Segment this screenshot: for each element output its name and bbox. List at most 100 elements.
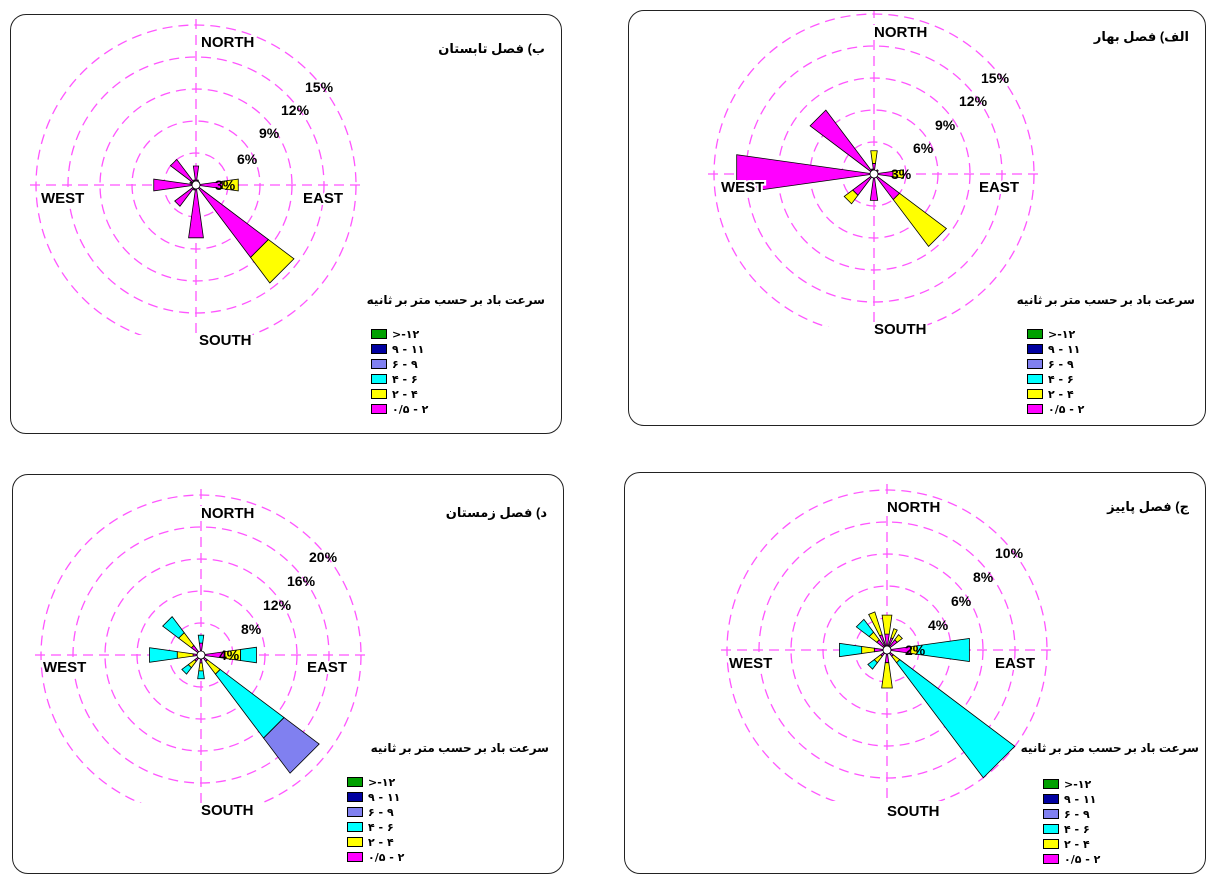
rose-center: [869, 169, 879, 179]
legend-label: ۴ - ۶: [392, 373, 418, 386]
direction-west: WEST: [41, 190, 84, 207]
direction-west-halo: WEST: [721, 179, 764, 196]
petals-autumn: [839, 611, 1016, 779]
petal-segment: [868, 611, 883, 637]
petal-segment: [197, 670, 205, 680]
petal-segment: [176, 651, 194, 659]
direction-north-halo: NORTH: [201, 34, 254, 51]
petal-segment: [240, 646, 257, 664]
rose-center: [191, 180, 201, 190]
direction-north: NORTH: [201, 505, 254, 522]
legend-label: ۹ - ۱۱: [1064, 793, 1097, 806]
wind-rose-panel-spring: 3% 6% 9% 12% 15% NORTH NORTH SOUTH SOUTH EAST EAST…: [628, 10, 1206, 426]
legend-swatch: [1043, 839, 1059, 849]
petal-segment: [867, 659, 878, 670]
legend-swatch: [1043, 854, 1059, 864]
petal-segment: [896, 659, 1016, 779]
ring-label: 3%: [215, 177, 236, 193]
petal-segment: [881, 614, 893, 635]
rose-center: [196, 650, 206, 660]
wind-rose-panel-autumn: 2% 4% 6% 8% 10% NORTH NORTH SOUTH SOUTH EAST EAST W…: [624, 472, 1206, 874]
legend-title-autumn: سرعت باد بر حسب متر بر ثانیه: [1020, 741, 1199, 755]
legend-label: ۰/۵ - ۲: [1048, 403, 1085, 416]
direction-east: EAST: [307, 659, 347, 676]
direction-north: NORTH: [887, 499, 940, 516]
legend-title-summer: سرعت باد بر حسب متر بر ثانیه: [366, 293, 545, 307]
legend-label: ۲ - ۴: [1048, 388, 1074, 401]
legend-swatch: [347, 807, 363, 817]
petal-segment: [181, 664, 192, 675]
petal-segment: [222, 178, 239, 192]
petal-segment: [192, 165, 200, 186]
petal-segment: [162, 616, 185, 639]
legend-swatch: [371, 404, 387, 414]
ring-label: 2%: [905, 642, 926, 658]
direction-north-halo: NORTH: [201, 505, 254, 522]
legend-label: ۹ - ۱۱: [392, 343, 425, 356]
legend-label: ۴ - ۶: [368, 821, 394, 834]
ring-label: 12%: [281, 102, 310, 118]
petal-segment: [839, 642, 863, 658]
ring-label: 15%: [981, 70, 1010, 86]
direction-east: EAST: [979, 179, 1019, 196]
legend-label: >-۱۲: [368, 776, 396, 789]
legend-label: ۶ - ۹: [368, 806, 394, 819]
petal-segment: [916, 637, 970, 663]
petal-segment: [881, 662, 893, 689]
legend-label: ۹ - ۱۱: [1048, 343, 1081, 356]
legend-swatch: [347, 852, 363, 862]
ring-label: 6%: [913, 140, 934, 156]
legend-label: ۲ - ۴: [392, 388, 418, 401]
legend-swatch: [371, 374, 387, 384]
direction-south: SOUTH: [874, 321, 927, 338]
legend-swatch: [371, 329, 387, 339]
legend-swatch: [371, 359, 387, 369]
petals-spring: [736, 109, 948, 248]
legend-label: ۹ - ۱۱: [368, 791, 401, 804]
ring-label: 9%: [259, 125, 280, 141]
legend-title-spring: سرعت باد بر حسب متر بر ثانیه: [1016, 293, 1195, 307]
direction-east: EAST: [995, 655, 1035, 672]
direction-east-halo: EAST: [307, 659, 347, 676]
panel-title-spring: الف) فصل بهار: [1093, 29, 1189, 44]
legend-swatch: [1043, 809, 1059, 819]
panel-title-winter: د) فصل زمستان: [445, 505, 547, 520]
direction-west-halo: WEST: [41, 190, 84, 207]
legend-swatch: [1027, 359, 1043, 369]
legend-swatch: [371, 344, 387, 354]
legend-swatch: [1043, 779, 1059, 789]
ring-label: 4%: [219, 647, 240, 663]
direction-north-halo: NORTH: [874, 24, 927, 41]
petal-segment: [169, 158, 197, 186]
ring-label: 3%: [891, 166, 912, 182]
legend-label: ۶ - ۹: [392, 358, 418, 371]
panel-title-summer: ب) فصل تابستان: [438, 41, 545, 56]
legend-label: >-۱۲: [1048, 328, 1076, 341]
direction-west: WEST: [43, 659, 86, 676]
wind-rose-spring: 3%6%9%12%15%NORTHNORTHSOUTHSOUTHEASTEAST…: [708, 11, 1040, 340]
legend-swatch: [371, 389, 387, 399]
ring-label: 8%: [241, 621, 262, 637]
petal-segment: [855, 618, 875, 638]
direction-south: SOUTH: [199, 332, 252, 349]
petal-segment: [174, 184, 197, 207]
petal-segment: [852, 173, 875, 196]
petal-segment: [153, 178, 197, 192]
wind-rose-summer: 3%6%9%12%15%NORTHNORTHSOUTHSOUTHEASTEAST…: [30, 19, 362, 351]
petal-segment: [809, 109, 875, 175]
wind-rose-panel-summer: 3% 6% 9% 12% 15% NORTH NORTH SOUTH SOUTH EAST EAST…: [10, 14, 562, 434]
wind-rose-autumn: 2%4%6%8%10%NORTHNORTHSOUTHSOUTHEASTEASTW…: [721, 484, 1053, 822]
legend-label: ۲ - ۴: [1064, 838, 1090, 851]
petal-segment: [250, 239, 295, 284]
direction-south-halo: SOUTH: [874, 321, 927, 338]
direction-south-halo: SOUTH: [887, 803, 940, 820]
legend-label: ۰/۵ - ۲: [392, 403, 429, 416]
legend-title-winter: سرعت باد بر حسب متر بر ثانیه: [370, 741, 549, 755]
legend-label: ۰/۵ - ۲: [1064, 853, 1101, 866]
direction-west-halo: WEST: [729, 655, 772, 672]
grid-summer: [30, 19, 362, 335]
legend-swatch: [1027, 329, 1043, 339]
direction-south: SOUTH: [201, 802, 254, 819]
legend-swatch: [1027, 389, 1043, 399]
direction-south-halo: SOUTH: [199, 332, 252, 349]
